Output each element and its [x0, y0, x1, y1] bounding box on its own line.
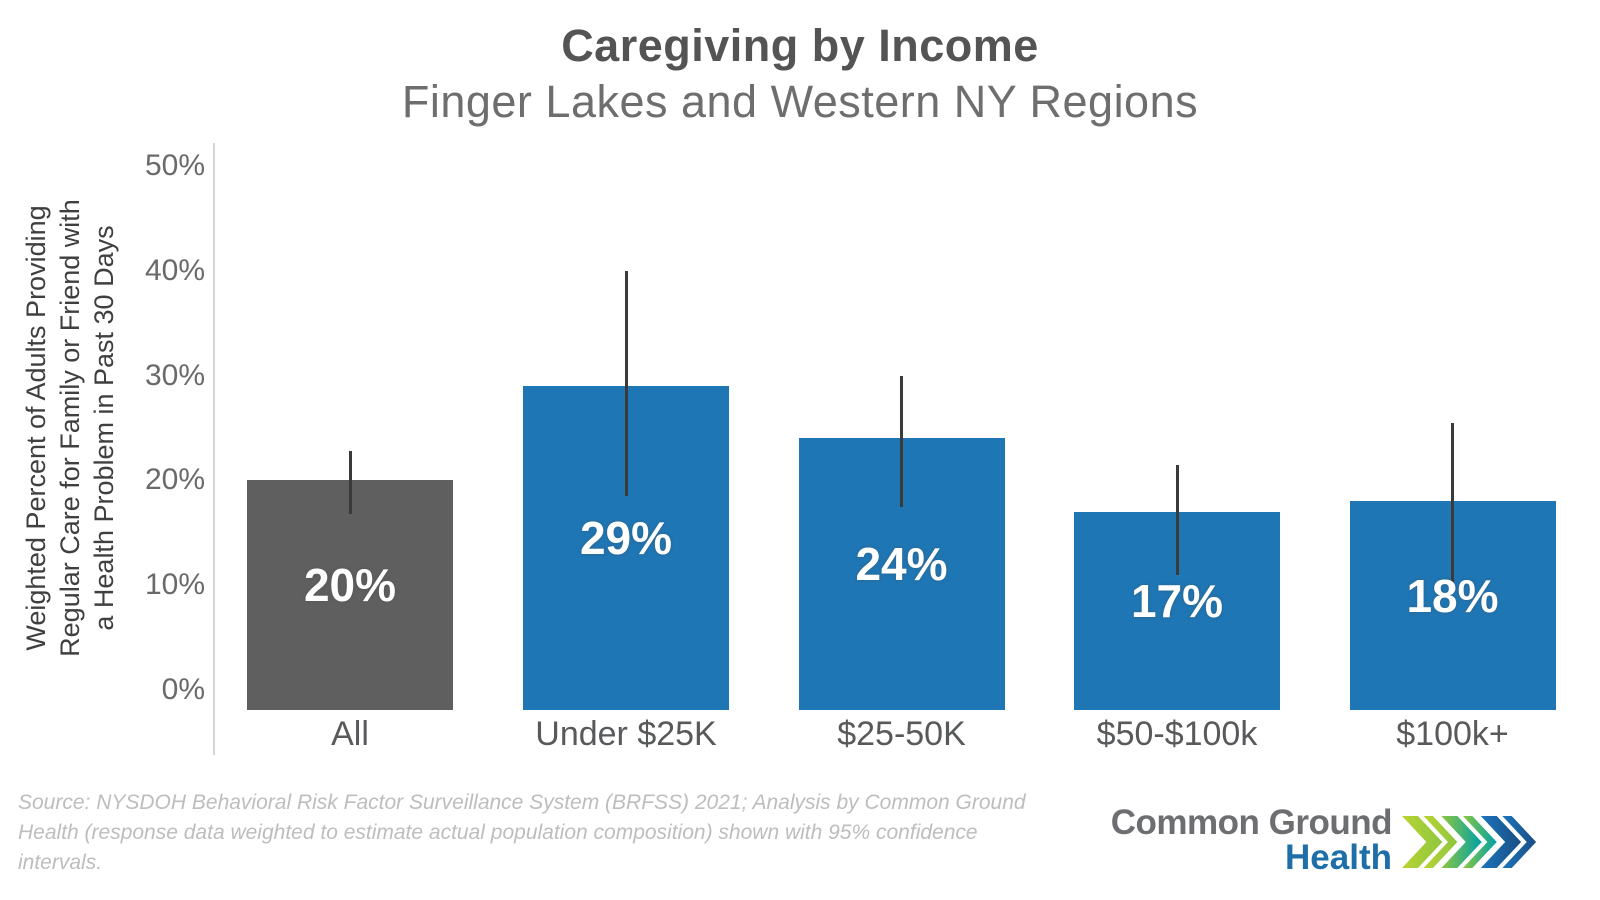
chevron-teal	[1441, 816, 1497, 868]
chevron-green	[1402, 816, 1458, 868]
y-tick-label-20: 20%	[144, 463, 205, 497]
logo-text-common-ground: Common Ground	[1110, 803, 1393, 842]
y-axis-line	[213, 143, 215, 755]
logo-text-health: Health	[1285, 838, 1392, 877]
chart-title: Caregiving by Income	[561, 20, 1039, 71]
error-bar-25-50k	[900, 375, 903, 507]
x-axis-label-under-25k: Under $25K	[535, 715, 717, 753]
bar-value-label-under-25k: 29%	[579, 512, 673, 565]
bar-value-label-all: 20%	[303, 559, 397, 612]
x-axis-label-50-100k: $50-$100k	[1096, 715, 1258, 753]
x-axis-label-all: All	[331, 715, 369, 753]
x-axis-label-25-50k: $25-50K	[837, 715, 966, 753]
y-tick-label-0: 0%	[161, 673, 205, 706]
y-tick-label-50: 50%	[144, 149, 205, 182]
bar-value-label-100k: 18%	[1406, 569, 1499, 622]
error-bar-50-100k	[1175, 464, 1179, 575]
logo-chevrons-icon	[1402, 816, 1537, 868]
error-bar-under-25k	[624, 270, 628, 497]
y-tick-label-30: 30%	[144, 358, 205, 392]
bar-value-label-50-100k: 17%	[1130, 574, 1224, 627]
error-bar-100k	[1451, 422, 1454, 586]
x-axis-label-100k: $100k+	[1396, 715, 1509, 753]
error-bar-all	[348, 451, 352, 514]
logo: Common Ground Health	[1100, 803, 1393, 877]
y-tick-label-10: 10%	[144, 568, 205, 602]
y-tick-label-40: 40%	[144, 253, 205, 287]
chevron-blue	[1480, 816, 1537, 868]
chart-subtitle: Finger Lakes and Western NY Regions	[401, 76, 1199, 127]
bar-value-label-25-50k: 24%	[855, 538, 948, 591]
bar-all	[247, 480, 453, 710]
source-note: Source: NYSDOH Behavioral Risk Factor Su…	[18, 791, 1026, 874]
